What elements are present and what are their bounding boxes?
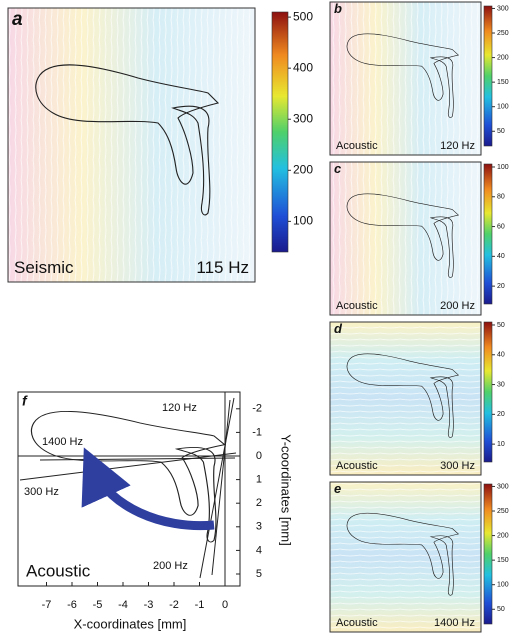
outline: [346, 33, 460, 118]
line-label: 1400 Hz: [42, 436, 83, 448]
colorbar-tick-label: 200: [497, 54, 509, 61]
panel-frame: [329, 321, 482, 476]
colorbar-tick-label: 50: [497, 322, 505, 329]
x-tick-label: 0: [222, 599, 228, 611]
panel-frame: [329, 1, 482, 156]
line-label: 200 Hz: [153, 560, 188, 572]
colorbar-tick-label: 100: [497, 582, 509, 589]
colorbar-tick-label: 10: [497, 441, 505, 448]
colorbar-tick-label: 40: [497, 352, 505, 359]
panel: d Acoustic 300 Hz 50 40 30 20 10: [329, 321, 505, 476]
panel: b Acoustic 120 Hz 300 250 200 150 100 50: [329, 1, 509, 156]
frequency-label: 300 Hz: [440, 460, 475, 472]
line-label: 300 Hz: [24, 486, 59, 498]
colorbar-tick-label: 150: [497, 557, 509, 564]
frequency-label: 120 Hz: [440, 140, 475, 152]
contours: [330, 2, 481, 155]
colorbar-tick-label: 100: [497, 104, 509, 111]
colorbar-tick-label: 100: [497, 164, 509, 171]
y-tick-label: 1: [256, 474, 262, 486]
contours: [330, 322, 481, 475]
x-tick-label: -3: [144, 599, 154, 611]
colorbar: [483, 5, 493, 147]
y-tick-label: 5: [256, 568, 262, 580]
y-tick-label: 4: [256, 544, 262, 556]
line-label: 120 Hz: [162, 402, 197, 414]
contours: [8, 8, 255, 282]
panel-frame: [329, 481, 482, 633]
panel-letter: c: [334, 161, 342, 176]
x-tick-label: -2: [169, 599, 179, 611]
panel: c Acoustic 200 Hz 100 80 60 40 20: [329, 161, 509, 316]
direction-line: [199, 397, 235, 579]
panel-f: 120 Hz 1400 Hz 300 Hz 200 Hz f Acoustic -7 -6 -5…: [17, 391, 294, 631]
colorbar-tick-label: 50: [497, 128, 505, 135]
panel-frame: [7, 7, 256, 283]
x-tick-label: -5: [93, 599, 103, 611]
panel-letter: e: [334, 481, 341, 496]
colorbar-tick-label: 150: [497, 79, 509, 86]
panel-letter: b: [334, 1, 342, 16]
outline: [346, 512, 460, 596]
frequency-label: 1400 Hz: [434, 617, 475, 629]
colorbar-tick-label: 500: [293, 9, 313, 23]
direction-line: [39, 457, 236, 461]
colorbar: [271, 11, 289, 253]
colorbar-tick-label: 200: [497, 532, 509, 539]
frequency-label: 200 Hz: [440, 300, 475, 312]
colorbar-tick-label: 250: [497, 508, 509, 515]
frequency-label: 115 Hz: [196, 258, 249, 277]
colorbar-tick-label: 100: [293, 214, 313, 228]
colorbar: [483, 483, 493, 625]
y-axis-label: Y-coordinates [mm]: [279, 434, 294, 546]
y-tick-label: -2: [252, 403, 262, 415]
outline: [346, 353, 460, 438]
y-tick-label: 3: [256, 521, 262, 533]
direction-line: [211, 399, 231, 576]
colorbar-tick-label: 20: [497, 411, 505, 418]
panel-letter: f: [22, 393, 28, 409]
panel-letter: a: [12, 9, 23, 30]
contours: [330, 482, 481, 632]
y-tick-label: 0: [256, 450, 262, 462]
y-tick-label: -1: [252, 426, 262, 438]
method-label: Seismic: [14, 258, 74, 277]
panel: a Seismic 115 Hz 500 400 300 200 100: [7, 7, 313, 283]
x-tick-label: -1: [195, 599, 205, 611]
colorbar-tick-label: 60: [497, 223, 505, 230]
x-axis-label: X-coordinates [mm]: [74, 616, 187, 631]
colorbar-tick-label: 200: [293, 162, 313, 176]
colorbar: [483, 321, 493, 463]
colorbar-tick-label: 300: [497, 5, 509, 12]
colorbar-tick-label: 80: [497, 194, 505, 201]
method-label: Acoustic: [336, 300, 378, 312]
panel-letter: d: [334, 321, 343, 336]
x-tick-label: -7: [42, 599, 52, 611]
colorbar: [483, 163, 493, 305]
panel-frame: [329, 161, 482, 316]
contours: [330, 162, 481, 315]
y-tick-label: 2: [256, 497, 262, 509]
colorbar-tick-label: 30: [497, 381, 505, 388]
colorbar-tick-label: 400: [293, 60, 313, 74]
colorbar-tick-label: 20: [497, 283, 505, 290]
x-tick-label: -6: [67, 599, 77, 611]
colorbar-tick-label: 40: [497, 253, 505, 260]
x-tick-label: -4: [118, 599, 128, 611]
colorbar-tick-label: 300: [497, 483, 509, 490]
panel: e Acoustic 1400 Hz 300 250 200 150 100 50: [329, 481, 509, 633]
method-label: Acoustic: [336, 460, 378, 472]
method-label: Acoustic: [336, 140, 378, 152]
method-label: Acoustic: [26, 561, 91, 580]
outline: [346, 193, 460, 278]
method-label: Acoustic: [336, 617, 378, 629]
outline: [35, 64, 220, 216]
colorbar-tick-label: 50: [497, 606, 505, 613]
colorbar-tick-label: 300: [293, 111, 313, 125]
colorbar-tick-label: 250: [497, 30, 509, 37]
rotation-arrow: [81, 447, 215, 531]
